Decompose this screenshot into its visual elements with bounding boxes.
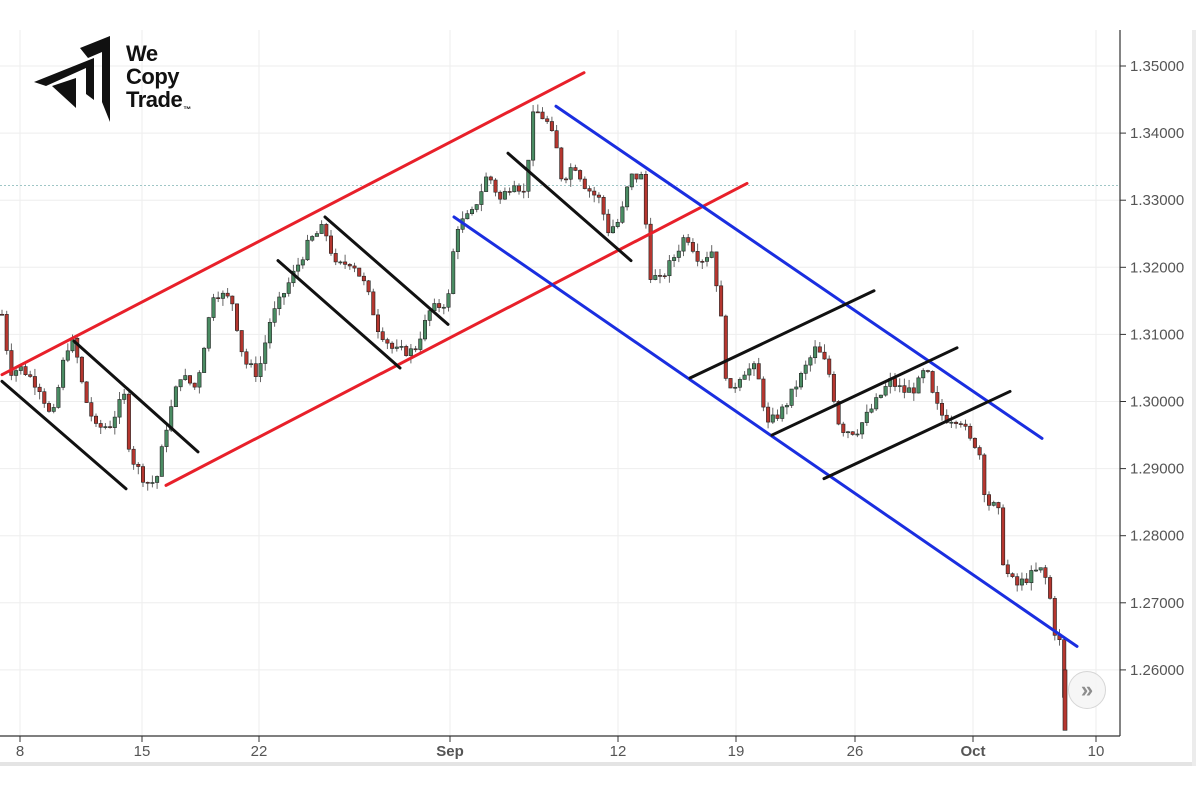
trend-line-black[interactable]: [688, 289, 876, 380]
price-axis[interactable]: 1.35000 1.34000 1.33000 1.32000 1.31000 1.300…: [1120, 58, 1184, 679]
trend-line-black[interactable]: [72, 339, 200, 454]
date-tick-label: 10: [1088, 743, 1105, 760]
trend-line-black[interactable]: [822, 389, 1012, 481]
price-tick-label: 1.30000: [1130, 394, 1184, 411]
trend-line-black[interactable]: [0, 379, 128, 491]
brand-logo: We Copy Trade™: [32, 36, 232, 128]
candlestick-series: [0, 104, 1068, 731]
price-tick-label: 1.27000: [1130, 595, 1184, 612]
scroll-to-latest-button[interactable]: »: [1068, 671, 1106, 709]
date-tick-label: 15: [134, 743, 151, 760]
trend-line-blue[interactable]: [452, 215, 1079, 648]
trademark-symbol: ™: [183, 105, 191, 114]
price-tick-label: 1.28000: [1130, 528, 1184, 545]
chart-right-border: [1192, 30, 1196, 766]
date-tick-label: Sep: [436, 743, 464, 760]
wecopytrade-logo-icon: [34, 36, 110, 122]
date-tick-label: 22: [251, 743, 268, 760]
chart-grid: [0, 30, 1120, 736]
trend-line-blue[interactable]: [554, 104, 1044, 440]
price-tick-label: 1.29000: [1130, 461, 1184, 478]
date-tick-label: 12: [610, 743, 627, 760]
time-axis[interactable]: 8 15 22 Sep 12 19 26 Oct 10: [16, 736, 1105, 760]
chart-bottom-border: [0, 762, 1192, 766]
date-tick-label: Oct: [960, 743, 985, 760]
trend-line-black[interactable]: [323, 215, 450, 326]
price-tick-label: 1.31000: [1130, 326, 1184, 343]
trend-line-red[interactable]: [164, 181, 749, 487]
price-tick-label: 1.33000: [1130, 192, 1184, 209]
trend-lines: [0, 71, 1079, 648]
trend-line-black[interactable]: [276, 259, 402, 370]
axes: [0, 30, 1121, 737]
price-tick-label: 1.34000: [1130, 125, 1184, 142]
double-chevron-right-icon: »: [1080, 677, 1094, 702]
trend-line-black[interactable]: [506, 151, 633, 263]
brand-line-1: We: [126, 41, 158, 66]
price-tick-label: 1.35000: [1130, 58, 1184, 75]
brand-line-3: Trade: [126, 87, 183, 112]
trend-line-red[interactable]: [0, 71, 586, 377]
date-tick-label: 19: [728, 743, 745, 760]
price-tick-label: 1.32000: [1130, 259, 1184, 276]
price-tick-label: 1.26000: [1130, 662, 1184, 679]
date-tick-label: 8: [16, 743, 24, 760]
brand-line-2: Copy: [126, 64, 179, 89]
trend-line-black[interactable]: [770, 346, 959, 437]
date-tick-label: 26: [847, 743, 864, 760]
brand-wordmark: We Copy Trade™: [126, 41, 191, 114]
